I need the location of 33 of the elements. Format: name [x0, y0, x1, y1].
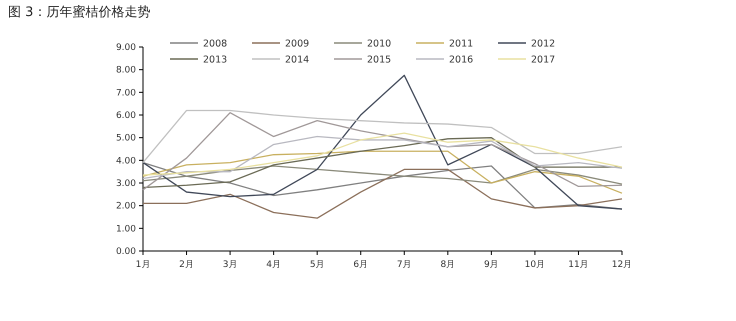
x-tick-label: 3月 — [222, 260, 238, 270]
legend-label: 2008 — [203, 38, 228, 50]
legend-label: 2013 — [203, 54, 228, 66]
x-tick-label: 4月 — [266, 260, 282, 270]
y-tick-label: 2.00 — [116, 202, 136, 212]
y-tick-label: 3.00 — [116, 179, 136, 189]
x-tick-label: 9月 — [484, 260, 499, 270]
legend-label: 2015 — [367, 54, 392, 66]
y-tick-label: 8.00 — [116, 66, 136, 76]
legend-label: 2017 — [531, 54, 556, 66]
y-tick-label: 5.00 — [116, 134, 136, 144]
y-tick-label: 7.00 — [116, 88, 136, 98]
y-tick-label: 0.00 — [116, 247, 136, 257]
x-tick-label: 5月 — [310, 260, 325, 270]
y-tick-label: 1.00 — [116, 224, 136, 234]
legend-label: 2009 — [285, 38, 310, 50]
x-tick-label: 1月 — [136, 260, 150, 270]
x-tick-label: 10月 — [524, 260, 546, 270]
chart-title: 图 3：历年蜜桔价格走势 — [8, 4, 150, 20]
x-tick-label: 2月 — [179, 260, 194, 270]
legend-label: 2016 — [449, 54, 474, 66]
x-tick-label: 7月 — [396, 260, 412, 270]
legend-label: 2011 — [449, 38, 474, 50]
legend-label: 2010 — [367, 38, 392, 50]
y-tick-label: 6.00 — [116, 111, 136, 121]
x-tick-label: 8月 — [440, 260, 456, 270]
legend-label: 2014 — [285, 54, 310, 66]
legend-label: 2012 — [531, 38, 556, 50]
y-tick-label: 4.00 — [116, 156, 136, 166]
x-tick-label: 11月 — [568, 260, 589, 270]
x-tick-label: 12月 — [612, 260, 632, 270]
y-tick-label: 9.00 — [116, 43, 136, 53]
x-tick-label: 6月 — [353, 260, 368, 270]
